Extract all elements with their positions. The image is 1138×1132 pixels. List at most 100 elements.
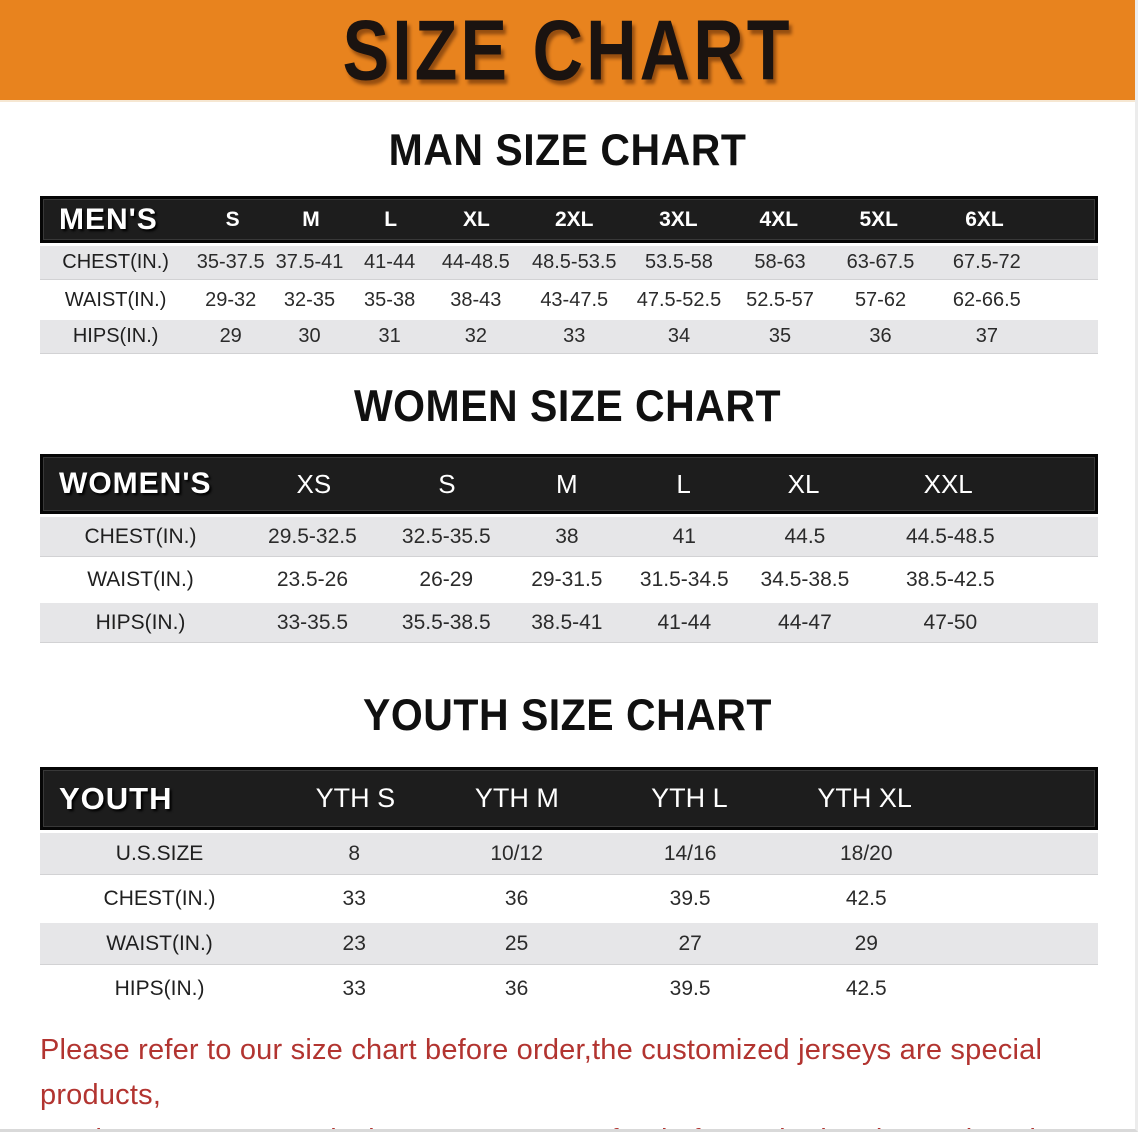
size-value-cell: 57-62 xyxy=(854,288,907,311)
size-value-cell: 27 xyxy=(678,931,702,955)
size-value-cell: 35 xyxy=(768,325,792,347)
size-value-cell: 10/12 xyxy=(490,841,543,865)
size-value-cell: 62-66.5 xyxy=(952,288,1021,311)
size-value-cell: 35.5-38.5 xyxy=(401,610,491,634)
size-value-cell: 44.5-48.5 xyxy=(906,524,995,548)
size-value-cell: 38.5-42.5 xyxy=(906,568,995,591)
table-row: U.S.SIZE 8 10/12 14/16 18/20 xyxy=(40,833,1098,875)
size-column-header: L xyxy=(676,468,691,499)
size-value-cell: 41 xyxy=(672,524,696,548)
youth-size-table: YOUTH YTH S YTH M YTH L YTH XL U.S.SIZE 8 10/12… xyxy=(40,767,1098,1010)
size-value-cell: 31 xyxy=(378,325,401,347)
size-value-cell: 33 xyxy=(342,977,366,1000)
size-value-cell: 29 xyxy=(219,325,242,347)
size-value-cell: 32.5-35.5 xyxy=(401,524,491,548)
men-section-title: MAN SIZE CHART xyxy=(388,125,747,175)
women-size-table: WOMEN'S XS S M L XL XXL CHEST(IN.) 29.5-32.5 32.5… xyxy=(40,454,1098,643)
table-header-row: WOMEN'S XS S M L XL XXL xyxy=(40,454,1098,514)
youth-section: YOUTH SIZE CHART YOUTH YTH S YTH M YTH L YTH… xyxy=(0,690,1135,1010)
size-value-cell: 41-44 xyxy=(657,610,712,634)
row-label: CHEST(IN.) xyxy=(84,524,197,548)
table-row: HIPS(IN.) 33-35.5 35.5-38.5 38.5-41 41-44 44-… xyxy=(40,603,1098,643)
women-section-title: WOMEN SIZE CHART xyxy=(353,381,782,431)
size-column-header: XL xyxy=(787,468,820,499)
size-column-header: YTH XL xyxy=(817,783,912,813)
size-value-cell: 44-47 xyxy=(778,610,832,634)
size-value-cell: 41-44 xyxy=(364,251,416,273)
size-column-header: M xyxy=(556,468,578,499)
size-value-cell: 30 xyxy=(298,325,321,347)
size-column-header: L xyxy=(384,207,398,231)
size-value-cell: 37 xyxy=(975,325,998,347)
banner-title: SIZE CHART xyxy=(342,2,793,98)
size-value-cell: 42.5 xyxy=(845,887,887,910)
size-value-cell: 39.5 xyxy=(669,887,711,910)
table-row: CHEST(IN.) 33 36 39.5 42.5 xyxy=(40,878,1098,920)
size-value-cell: 33-35.5 xyxy=(276,610,349,634)
table-row: HIPS(IN.) 33 36 39.5 42.5 xyxy=(40,968,1098,1010)
size-value-cell: 36 xyxy=(869,325,892,347)
size-value-cell: 35-38 xyxy=(364,288,416,311)
size-value-cell: 36 xyxy=(504,887,529,910)
size-value-cell: 44.5 xyxy=(784,524,826,548)
row-label: WAIST(IN.) xyxy=(64,288,167,311)
table-row: WAIST(IN.) 23.5-26 26-29 29-31.5 31.5-34.5 34… xyxy=(40,560,1098,600)
size-value-cell: 29 xyxy=(854,931,878,955)
size-value-cell: 37.5-41 xyxy=(275,251,344,273)
size-value-cell: 29-31.5 xyxy=(531,568,603,591)
size-value-cell: 35-37.5 xyxy=(196,251,265,273)
size-value-cell: 26-29 xyxy=(419,568,474,591)
size-value-cell: 48.5-53.5 xyxy=(531,251,617,273)
size-column-header: 6XL xyxy=(965,207,1004,231)
size-value-cell: 8 xyxy=(348,841,361,865)
row-label: WAIST(IN.) xyxy=(106,931,213,955)
size-value-cell: 23 xyxy=(342,931,366,955)
order-notice: Please refer to our size chart before or… xyxy=(40,1028,1099,1129)
women-section: WOMEN SIZE CHART WOMEN'S XS S M L XL XXL CHEST(… xyxy=(0,381,1135,643)
row-label: U.S.SIZE xyxy=(115,841,204,865)
size-value-cell: 67.5-72 xyxy=(952,251,1021,273)
size-value-cell: 47.5-52.5 xyxy=(636,288,722,311)
size-value-cell: 39.5 xyxy=(669,977,711,1000)
size-value-cell: 38 xyxy=(555,524,579,548)
men-section: MAN SIZE CHART MEN'S S M L XL 2XL 3XL 4XL 5XL 6XL… xyxy=(0,125,1135,354)
notice-line-1: Please refer to our size chart before or… xyxy=(40,1034,1043,1111)
size-value-cell: 29-32 xyxy=(205,288,257,311)
size-column-header: S xyxy=(225,207,240,231)
size-value-cell: 32 xyxy=(464,325,487,347)
size-value-cell: 23.5-26 xyxy=(276,568,349,591)
table-row: CHEST(IN.) 29.5-32.5 32.5-35.5 38 41 44.5 44.5… xyxy=(40,517,1098,557)
size-value-cell: 42.5 xyxy=(845,977,887,1000)
size-column-header: 5XL xyxy=(859,207,898,231)
size-value-cell: 31.5-34.5 xyxy=(639,568,729,591)
size-column-header: YTH S xyxy=(315,783,396,813)
size-value-cell: 33 xyxy=(563,325,586,347)
size-column-header: M xyxy=(302,207,320,231)
youth-section-title: YOUTH SIZE CHART xyxy=(363,690,772,740)
men-size-table: MEN'S S M L XL 2XL 3XL 4XL 5XL 6XL CHEST(IN.) 35-37… xyxy=(40,196,1098,354)
table-group-label: MEN'S xyxy=(59,202,158,236)
size-value-cell: 53.5-58 xyxy=(645,251,713,273)
row-label: HIPS(IN.) xyxy=(95,610,186,634)
size-value-cell: 32-35 xyxy=(283,288,336,311)
size-value-cell: 33 xyxy=(342,887,366,910)
banner: SIZE CHART xyxy=(0,0,1135,102)
size-value-cell: 29.5-32.5 xyxy=(268,524,357,548)
row-label: CHEST(IN.) xyxy=(103,887,216,910)
table-header-row: YOUTH YTH S YTH M YTH L YTH XL xyxy=(40,767,1098,830)
size-value-cell: 34 xyxy=(667,325,691,347)
size-value-cell: 36 xyxy=(504,977,529,1000)
size-column-header: 3XL xyxy=(659,207,698,231)
table-group-label: YOUTH xyxy=(59,780,173,816)
table-group-label: WOMEN'S xyxy=(59,467,212,500)
size-value-cell: 63-67.5 xyxy=(846,251,915,273)
size-column-header: S xyxy=(438,468,456,499)
size-value-cell: 44-48.5 xyxy=(441,251,510,273)
size-value-cell: 58-63 xyxy=(754,251,806,273)
row-label: HIPS(IN.) xyxy=(114,977,205,1000)
size-column-header: YTH M xyxy=(474,783,559,813)
size-column-header: XS xyxy=(296,468,332,499)
table-header-row: MEN'S S M L XL 2XL 3XL 4XL 5XL 6XL xyxy=(40,196,1098,243)
size-value-cell: 47-50 xyxy=(923,610,978,634)
size-value-cell: 14/16 xyxy=(663,841,717,865)
